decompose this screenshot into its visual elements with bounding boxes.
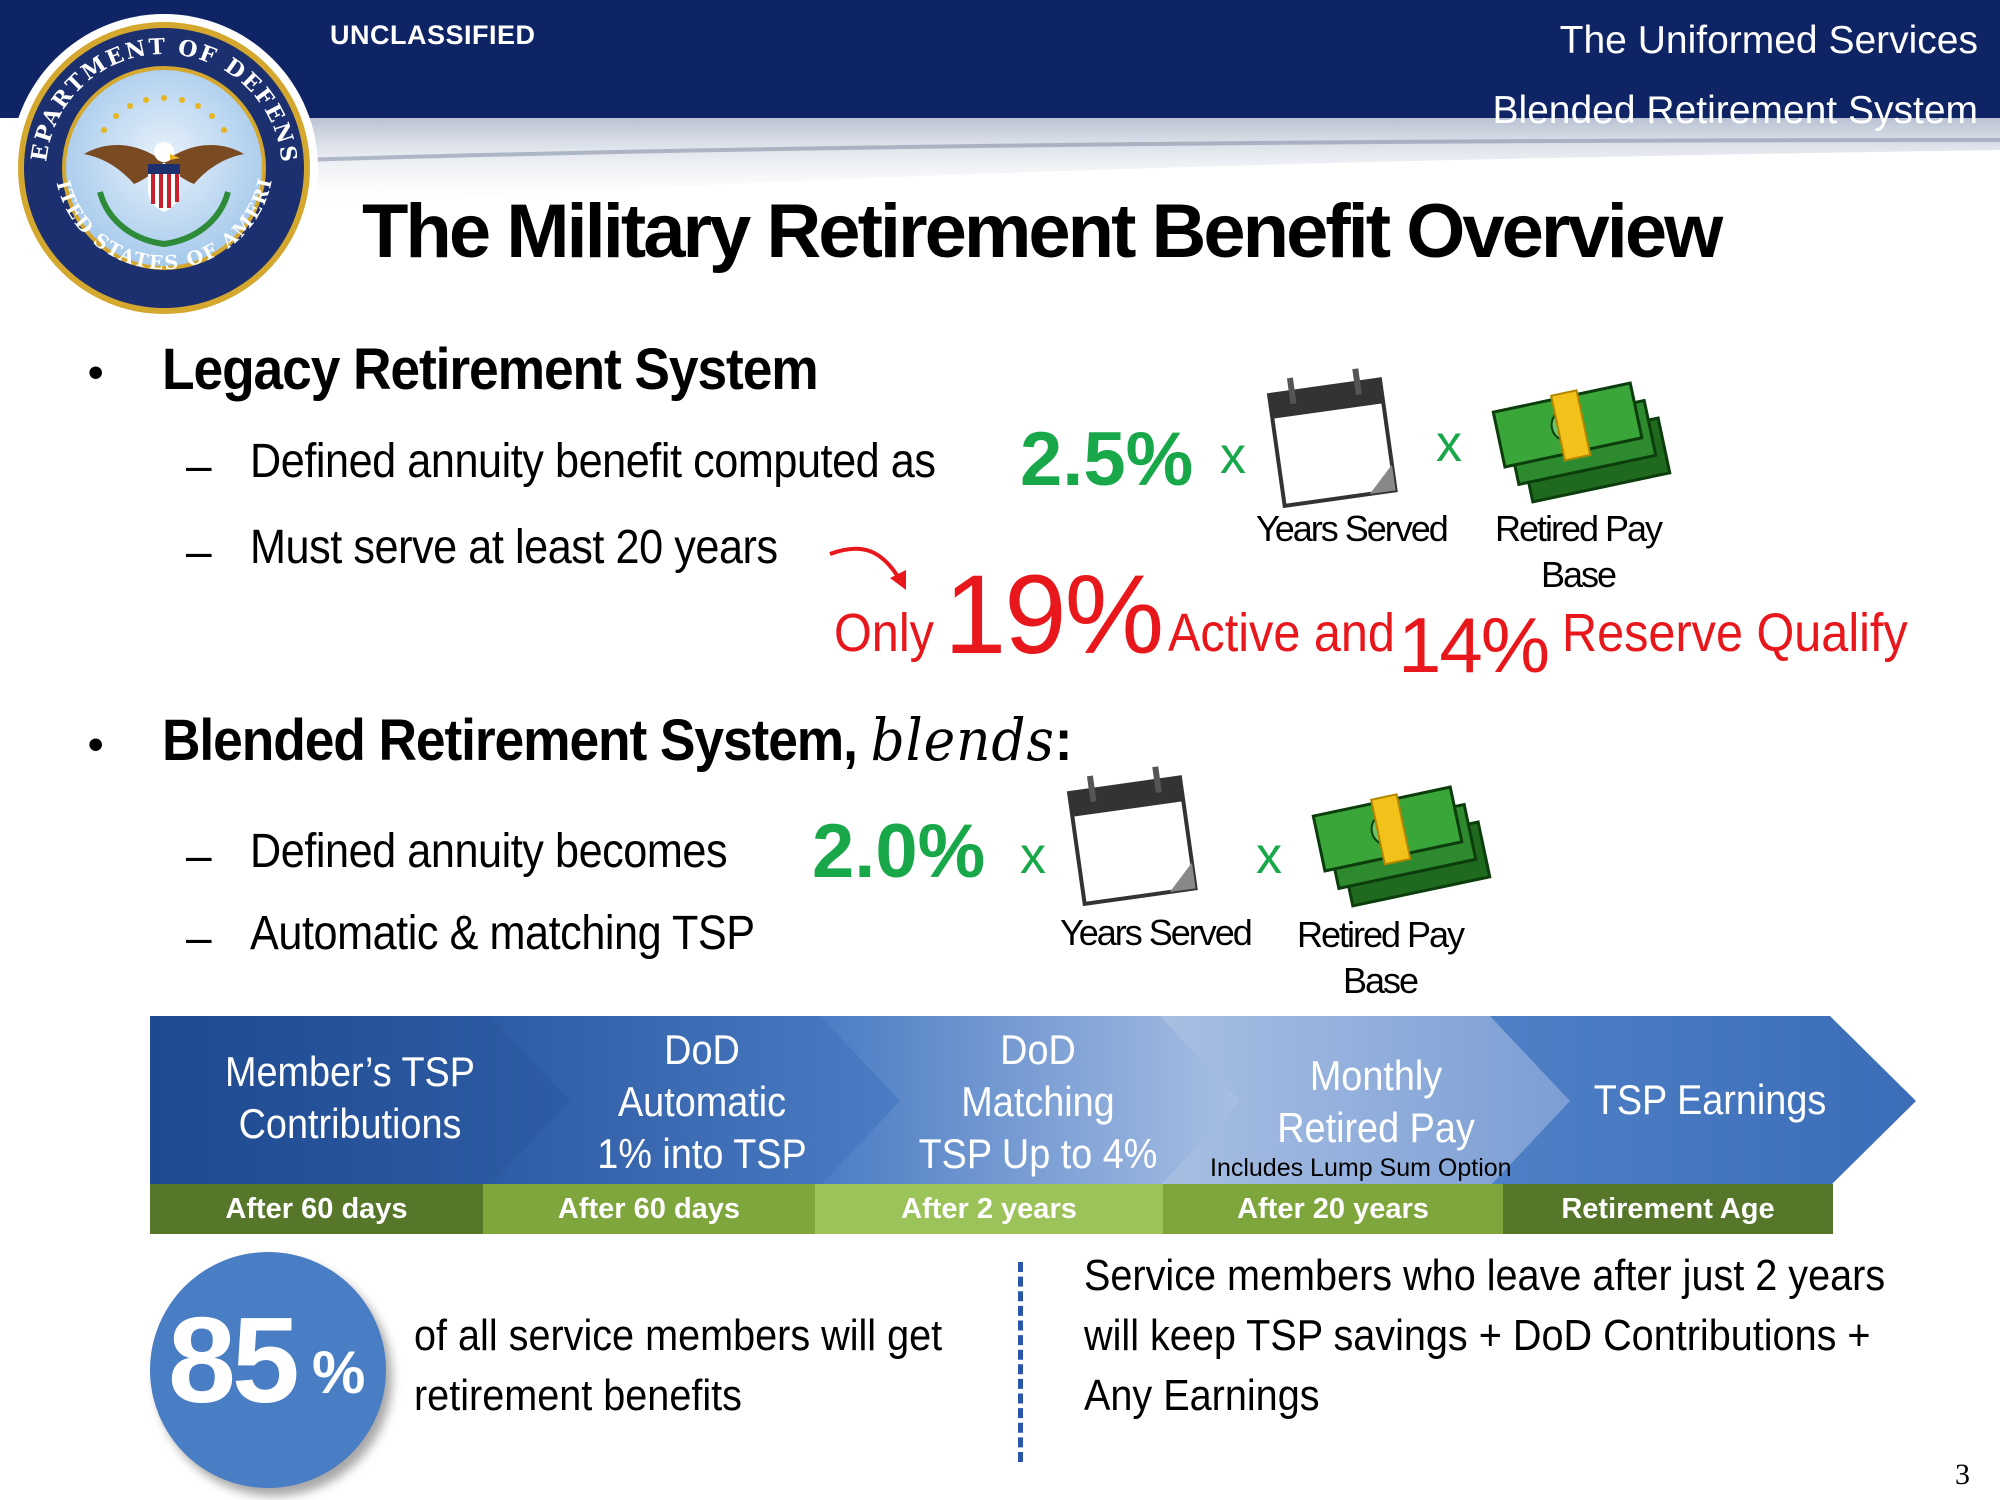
blended-heading-text: Blended Retirement System, bbox=[162, 708, 858, 773]
stage-dod-automatic-line3: 1% into TSP bbox=[597, 1130, 807, 1177]
page-number: 3 bbox=[1955, 1458, 1970, 1491]
reserve-qualify-label: Reserve Qualify bbox=[1562, 603, 1908, 663]
stage-member-tsp-line1: Member’s TSP bbox=[224, 1048, 475, 1095]
keep-line1: Service members who leave after just 2 y… bbox=[1084, 1251, 1886, 1300]
legacy-retired-pay-line2: Base bbox=[1540, 554, 1617, 595]
stage-dod-automatic: DoD Automatic 1% into TSP bbox=[522, 1024, 882, 1180]
blended-item-annuity: Defined annuity becomes bbox=[250, 825, 728, 878]
stage-member-tsp-line2: Contributions bbox=[238, 1100, 462, 1147]
keep-savings-text: Service members who leave after just 2 y… bbox=[1084, 1246, 1885, 1426]
stage-dod-matching: DoD Matching TSP Up to 4% bbox=[858, 1024, 1218, 1180]
keep-line3: Any Earnings bbox=[1084, 1371, 1320, 1420]
badge-unit: % bbox=[312, 1339, 366, 1406]
dash-2: – bbox=[186, 525, 212, 577]
stage-dod-automatic-line1: DoD bbox=[664, 1026, 740, 1073]
header-bar bbox=[0, 0, 2000, 118]
header-title: The Uniformed Services Blended Retiremen… bbox=[1492, 6, 1978, 146]
badge-description: of all service members will get retireme… bbox=[414, 1306, 942, 1426]
active-percent: 19% bbox=[944, 552, 1164, 677]
money-stack-icon bbox=[1491, 381, 1672, 504]
legacy-retired-pay-label: Retired Pay Base bbox=[1490, 506, 1666, 598]
blended-rate: 2.0% bbox=[812, 809, 986, 894]
stage-monthly-line2: Retired Pay bbox=[1277, 1104, 1475, 1151]
stage-tsp-earnings-line1: TSP Earnings bbox=[1593, 1076, 1827, 1123]
header-title-line2: Blended Retirement System bbox=[1492, 89, 1978, 132]
stage-monthly-line1: Monthly bbox=[1309, 1052, 1443, 1099]
legacy-heading: Legacy Retirement System bbox=[162, 337, 819, 402]
legacy-times-2: x bbox=[1436, 415, 1462, 473]
badge-number: 85 bbox=[168, 1292, 300, 1428]
arrow-icon bbox=[829, 546, 906, 590]
timing-cell-3: After 2 years bbox=[815, 1184, 1163, 1234]
calendar-icon bbox=[1066, 766, 1198, 907]
legacy-item-20-years: Must serve at least 20 years bbox=[250, 521, 778, 574]
active-and-label: Active and bbox=[1168, 603, 1395, 663]
dash-3: – bbox=[186, 829, 212, 881]
blended-heading: Blended Retirement System, blends: bbox=[162, 706, 1073, 774]
percent-badge bbox=[150, 1252, 386, 1488]
badge-text-line2: retirement benefits bbox=[414, 1371, 742, 1420]
blended-heading-italic: blends bbox=[870, 706, 1055, 774]
blended-retired-pay-line1: Retired Pay bbox=[1296, 914, 1465, 955]
lump-sum-note: Includes Lump Sum Option bbox=[1210, 1154, 1512, 1182]
legacy-rate: 2.5% bbox=[1020, 417, 1194, 502]
dash-1: – bbox=[186, 439, 212, 491]
stage-dod-matching-line2: Matching bbox=[961, 1078, 1115, 1125]
blended-retired-pay-label: Retired Pay Base bbox=[1292, 912, 1468, 1004]
legacy-times-1: x bbox=[1220, 427, 1246, 485]
legacy-item-annuity: Defined annuity benefit computed as bbox=[250, 435, 936, 488]
badge-text-line1: of all service members will get bbox=[414, 1311, 943, 1360]
stage-member-tsp: Member’s TSP Contributions bbox=[170, 1046, 530, 1150]
bullet-legacy: • bbox=[88, 348, 104, 397]
legacy-years-served-label: Years Served bbox=[1256, 508, 1449, 549]
stage-dod-matching-line1: DoD bbox=[1000, 1026, 1076, 1073]
slide-title: The Military Retirement Benefit Overview bbox=[362, 189, 1723, 274]
stage-dod-automatic-line2: Automatic bbox=[617, 1078, 787, 1125]
timing-cell-4: After 20 years bbox=[1163, 1184, 1503, 1234]
stage-monthly-retired-pay: Monthly Retired Pay bbox=[1196, 1050, 1556, 1154]
blended-heading-colon: : bbox=[1054, 708, 1073, 773]
classification-label: UNCLASSIFIED bbox=[330, 20, 536, 50]
blended-retired-pay-line2: Base bbox=[1342, 960, 1419, 1001]
legacy-retired-pay-line1: Retired Pay bbox=[1494, 508, 1663, 549]
bullet-blended: • bbox=[88, 720, 104, 769]
blended-years-served-label: Years Served bbox=[1060, 912, 1253, 953]
timing-cell-2: After 60 days bbox=[483, 1184, 815, 1234]
stage-dod-matching-line3: TSP Up to 4% bbox=[918, 1130, 1158, 1177]
header-title-line1: The Uniformed Services bbox=[1559, 19, 1978, 62]
timing-cell-1: After 60 days bbox=[150, 1184, 483, 1234]
keep-line2: will keep TSP savings + DoD Contribution… bbox=[1084, 1311, 1871, 1360]
blended-times-1: x bbox=[1020, 827, 1046, 885]
timeline-chevrons bbox=[150, 1016, 1916, 1186]
dashed-divider bbox=[1018, 1262, 1023, 1462]
timing-cell-5: Retirement Age bbox=[1503, 1184, 1833, 1234]
header-swoosh bbox=[250, 118, 2000, 210]
only-label: Only bbox=[834, 603, 934, 663]
stage-tsp-earnings: TSP Earnings bbox=[1530, 1074, 1890, 1126]
dash-4: – bbox=[186, 911, 212, 963]
calendar-icon bbox=[1266, 368, 1398, 509]
blended-item-tsp: Automatic & matching TSP bbox=[250, 907, 755, 960]
money-stack-icon bbox=[1311, 785, 1492, 908]
dod-seal-icon: DEPARTMENT OF DEFENSE UNITED STATES OF A… bbox=[8, 12, 318, 322]
reserve-percent: 14% bbox=[1398, 601, 1550, 689]
blended-times-2: x bbox=[1256, 827, 1282, 885]
